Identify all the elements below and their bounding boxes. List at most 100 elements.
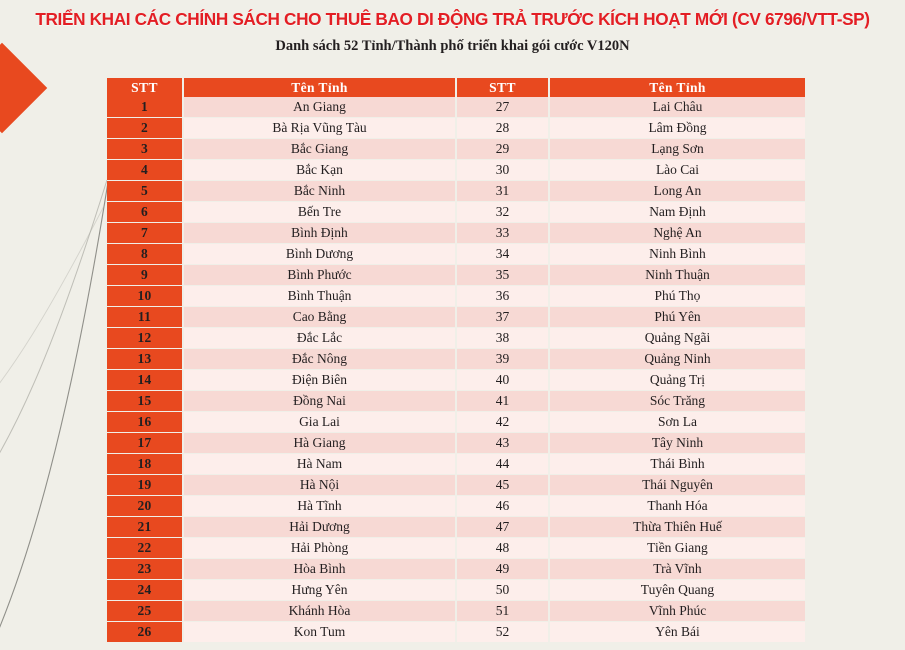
cell-province-name-right: Quảng Ngãi — [549, 327, 805, 349]
table-row: 21 Hải Dương 47 Thừa Thiên Huế — [107, 516, 805, 538]
cell-stt-right: 36 — [456, 285, 550, 307]
cell-province-name-left: Bến Tre — [183, 201, 457, 223]
cell-stt-left: 17 — [107, 432, 184, 454]
cell-stt-right: 32 — [456, 201, 550, 223]
cell-province-name-right: Sơn La — [549, 411, 805, 433]
cell-stt-left: 1 — [107, 97, 184, 118]
cell-stt-right: 31 — [456, 180, 550, 202]
table-row: 16 Gia Lai 42 Sơn La — [107, 411, 805, 433]
cell-stt-left: 21 — [107, 516, 184, 538]
cell-province-name-left: Bắc Ninh — [183, 180, 457, 202]
cell-stt-right: 37 — [456, 306, 550, 328]
cell-province-name-right: Yên Bái — [549, 621, 805, 643]
cell-stt-right: 38 — [456, 327, 550, 349]
cell-province-name-right: Thái Nguyên — [549, 474, 805, 496]
province-table-body: 1 An Giang 27 Lai Châu 2 Bà Rịa Vũng Tàu 28 Lâm… — [107, 97, 805, 643]
cell-stt-left: 15 — [107, 390, 184, 412]
cell-province-name-left: Điện Biên — [183, 369, 457, 391]
cell-stt-right: 28 — [456, 117, 550, 139]
table-row: 23 Hòa Bình 49 Trà Vĩnh — [107, 558, 805, 580]
table-row: 10 Bình Thuận 36 Phú Thọ — [107, 285, 805, 307]
title-block: TRIỂN KHAI CÁC CHÍNH SÁCH CHO THUÊ BAO D… — [0, 0, 905, 55]
cell-stt-left: 2 — [107, 117, 184, 139]
table-row: 22 Hải Phòng 48 Tiền Giang — [107, 537, 805, 559]
cell-stt-left: 5 — [107, 180, 184, 202]
cell-stt-left: 23 — [107, 558, 184, 580]
cell-province-name-right: Lai Châu — [549, 97, 805, 118]
cell-stt-left: 26 — [107, 621, 184, 643]
province-table: STT Tên Tỉnh STT Tên Tỉnh 1 An Giang 27 Lai… — [107, 78, 805, 643]
table-row: 26 Kon Tum 52 Yên Bái — [107, 621, 805, 643]
table-row: 18 Hà Nam 44 Thái Bình — [107, 453, 805, 475]
cell-province-name-left: Hà Nam — [183, 453, 457, 475]
cell-stt-right: 52 — [456, 621, 550, 643]
cell-province-name-left: Bà Rịa Vũng Tàu — [183, 117, 457, 139]
cell-stt-right: 46 — [456, 495, 550, 517]
table-row: 14 Điện Biên 40 Quảng Trị — [107, 369, 805, 391]
cell-stt-left: 12 — [107, 327, 184, 349]
cell-stt-right: 33 — [456, 222, 550, 244]
cell-stt-right: 35 — [456, 264, 550, 286]
cell-province-name-left: Bình Định — [183, 222, 457, 244]
cell-province-name-right: Tiền Giang — [549, 537, 805, 559]
cell-province-name-right: Tây Ninh — [549, 432, 805, 454]
cell-stt-right: 51 — [456, 600, 550, 622]
cell-province-name-right: Ninh Bình — [549, 243, 805, 265]
cell-province-name-left: Đắc Nông — [183, 348, 457, 370]
cell-stt-left: 20 — [107, 495, 184, 517]
cell-province-name-left: Đồng Nai — [183, 390, 457, 412]
cell-stt-right: 29 — [456, 138, 550, 160]
cell-province-name-right: Ninh Thuận — [549, 264, 805, 286]
cell-province-name-right: Phú Thọ — [549, 285, 805, 307]
cell-province-name-left: Bình Phước — [183, 264, 457, 286]
cell-stt-right: 43 — [456, 432, 550, 454]
cell-stt-left: 7 — [107, 222, 184, 244]
cell-stt-left: 19 — [107, 474, 184, 496]
column-header-name-left: Tên Tỉnh — [183, 78, 457, 97]
cell-stt-right: 34 — [456, 243, 550, 265]
cell-province-name-left: Kon Tum — [183, 621, 457, 643]
cell-stt-left: 8 — [107, 243, 184, 265]
cell-province-name-right: Quảng Trị — [549, 369, 805, 391]
cell-stt-left: 10 — [107, 285, 184, 307]
cell-province-name-right: Lâm Đồng — [549, 117, 805, 139]
table-row: 5 Bắc Ninh 31 Long An — [107, 180, 805, 202]
cell-province-name-right: Trà Vĩnh — [549, 558, 805, 580]
cell-province-name-left: Hòa Bình — [183, 558, 457, 580]
cell-stt-left: 11 — [107, 306, 184, 328]
table-row: 6 Bến Tre 32 Nam Định — [107, 201, 805, 223]
cell-province-name-right: Phú Yên — [549, 306, 805, 328]
cell-stt-left: 16 — [107, 411, 184, 433]
table-row: 11 Cao Bằng 37 Phú Yên — [107, 306, 805, 328]
cell-stt-right: 49 — [456, 558, 550, 580]
cell-province-name-right: Quảng Ninh — [549, 348, 805, 370]
table-row: 17 Hà Giang 43 Tây Ninh — [107, 432, 805, 454]
cell-province-name-right: Lạng Sơn — [549, 138, 805, 160]
cell-province-name-left: Bắc Giang — [183, 138, 457, 160]
cell-stt-left: 18 — [107, 453, 184, 475]
table-row: 25 Khánh Hòa 51 Vĩnh Phúc — [107, 600, 805, 622]
cell-stt-right: 27 — [456, 97, 550, 118]
cell-province-name-right: Long An — [549, 180, 805, 202]
cell-stt-right: 30 — [456, 159, 550, 181]
cell-province-name-left: Gia Lai — [183, 411, 457, 433]
table-row: 15 Đồng Nai 41 Sóc Trăng — [107, 390, 805, 412]
cell-province-name-left: Bắc Kạn — [183, 159, 457, 181]
table-row: 7 Bình Định 33 Nghệ An — [107, 222, 805, 244]
chevron-right-icon — [0, 42, 48, 134]
cell-stt-left: 6 — [107, 201, 184, 223]
cell-stt-right: 40 — [456, 369, 550, 391]
cell-stt-right: 44 — [456, 453, 550, 475]
table-row: 13 Đắc Nông 39 Quảng Ninh — [107, 348, 805, 370]
table-row: 20 Hà Tĩnh 46 Thanh Hóa — [107, 495, 805, 517]
table-row: 4 Bắc Kạn 30 Lào Cai — [107, 159, 805, 181]
column-header-stt-right: STT — [456, 78, 550, 97]
cell-stt-right: 50 — [456, 579, 550, 601]
cell-stt-left: 25 — [107, 600, 184, 622]
table-row: 2 Bà Rịa Vũng Tàu 28 Lâm Đồng — [107, 117, 805, 139]
cell-province-name-right: Thái Bình — [549, 453, 805, 475]
table-row: 12 Đắc Lắc 38 Quảng Ngãi — [107, 327, 805, 349]
column-header-stt-left: STT — [107, 78, 184, 97]
column-header-name-right: Tên Tỉnh — [549, 78, 805, 97]
cell-province-name-right: Vĩnh Phúc — [549, 600, 805, 622]
